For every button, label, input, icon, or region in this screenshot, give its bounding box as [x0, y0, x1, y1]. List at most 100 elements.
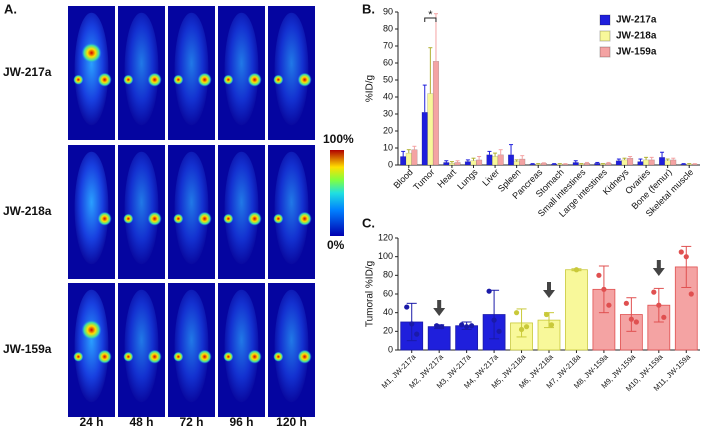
hot-spot: [273, 351, 284, 362]
hot-spot: [173, 351, 184, 362]
mouse-body: [224, 151, 259, 265]
y-tick-label: 80: [383, 23, 393, 33]
bar: [476, 159, 483, 166]
bar: [621, 159, 628, 166]
x-tick-label: Blood: [392, 167, 415, 190]
bar: [492, 156, 499, 166]
hot-spot: [197, 349, 212, 364]
error-bar: [536, 163, 541, 165]
error-bar: [455, 160, 460, 163]
colorbar-max: 100%: [323, 132, 354, 146]
mouse-body: [74, 151, 109, 265]
data-point: [523, 324, 530, 330]
error-bar: [606, 161, 611, 164]
hot-spot: [247, 72, 262, 87]
data-point: [459, 322, 465, 328]
bar: [497, 154, 504, 166]
hot-spot: [297, 349, 312, 364]
panel-label: C.: [362, 215, 375, 230]
panel-a: A. 100% 0%: [4, 1, 354, 252]
hot-spot: [223, 351, 234, 362]
data-point: [469, 323, 475, 329]
y-tick-label: 80: [383, 270, 393, 280]
bar: [421, 112, 428, 166]
row-label: JW-217a: [3, 65, 52, 79]
y-tick-label: 120: [378, 232, 393, 242]
hot-spot: [81, 42, 102, 63]
y-axis-title: Tumoral %ID/g: [365, 261, 376, 327]
colorbar: [330, 150, 344, 236]
y-tick-label: 10: [383, 142, 393, 152]
x-tick-label: Heart: [435, 167, 458, 190]
y-tick-label: 40: [383, 91, 393, 101]
bar: [594, 163, 601, 166]
bar: [572, 162, 579, 166]
bar: [680, 163, 687, 166]
hot-spot: [273, 213, 284, 224]
mouse-body: [174, 289, 209, 403]
error-bar: [579, 163, 584, 165]
colorbar-min: 0%: [327, 238, 345, 252]
hot-spot: [147, 72, 162, 87]
arrow: [543, 282, 555, 298]
legend-label: JW-217a: [616, 15, 657, 26]
mouse-body: [74, 12, 109, 126]
data-point: [409, 321, 415, 327]
error-bar: [573, 160, 578, 163]
error-bar: [401, 150, 406, 157]
bar: [513, 161, 520, 166]
y-tick-label: 0: [388, 344, 393, 354]
mouse-body: [274, 151, 309, 265]
data-point: [548, 322, 555, 328]
error-bar: [487, 150, 492, 155]
hot-spot: [297, 211, 312, 226]
bar: [648, 159, 655, 166]
bar: [470, 160, 477, 166]
legend-swatch: [599, 46, 611, 58]
bar: [443, 162, 450, 166]
bar: [486, 154, 493, 166]
data-point: [513, 310, 520, 316]
data-point: [596, 272, 602, 278]
y-tick-label: 60: [383, 57, 393, 67]
bar: [411, 149, 418, 166]
bar: [664, 160, 671, 166]
error-bar: [628, 156, 633, 159]
error-bar: [541, 162, 546, 164]
error-bar: [584, 161, 589, 164]
hot-spot: [173, 213, 184, 224]
x-tick-label: Tumor: [411, 167, 436, 192]
hot-spot: [223, 74, 234, 85]
hot-spot: [123, 351, 134, 362]
bar: [691, 163, 698, 166]
error-bar: [687, 163, 692, 165]
y-tick-label: 90: [383, 6, 393, 16]
data-point: [518, 326, 525, 333]
bar: [599, 163, 606, 166]
bar: [427, 326, 451, 351]
data-point: [678, 249, 684, 255]
time-label: 48 h: [129, 415, 153, 429]
bar: [637, 161, 644, 166]
bar: [615, 160, 622, 166]
legend-label: JW-159a: [616, 47, 657, 58]
error-bar: [444, 160, 449, 163]
data-point: [606, 302, 612, 308]
error-bar: [665, 158, 670, 161]
data-point: [683, 254, 689, 260]
time-label: 24 h: [79, 415, 103, 429]
error-bar: [595, 161, 600, 164]
bar: [507, 154, 515, 166]
mouse-body: [224, 289, 259, 403]
error-bar: [681, 245, 692, 288]
y-axis-title: %ID/g: [365, 75, 376, 102]
error-bar: [638, 158, 643, 162]
hot-spot: [123, 74, 134, 85]
error-bar: [557, 163, 562, 165]
bar: [454, 162, 461, 166]
error-bar: [465, 159, 470, 162]
mouse-body: [124, 151, 159, 265]
hot-spot: [173, 74, 184, 85]
data-point: [601, 286, 607, 292]
bar: [427, 93, 434, 166]
